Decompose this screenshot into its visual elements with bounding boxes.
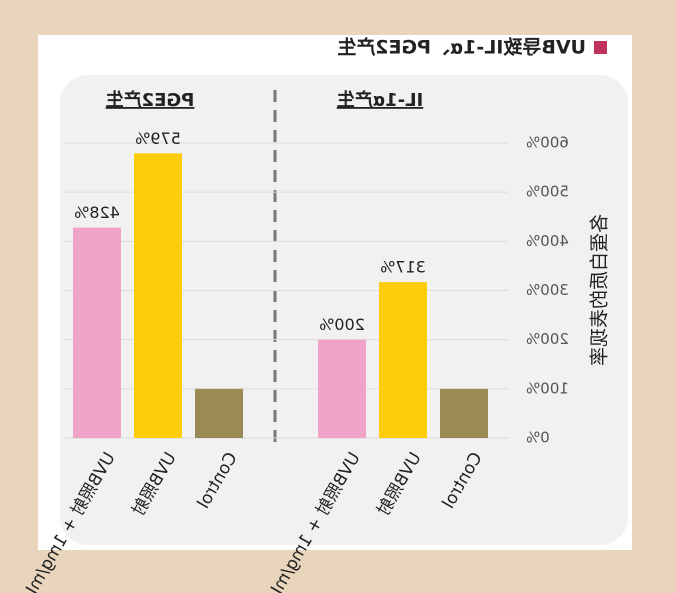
value-label: 579% — [135, 129, 181, 148]
bar — [379, 282, 427, 438]
y-tick-label: 600% — [526, 134, 569, 152]
y-tick-label: 0% — [526, 429, 550, 447]
bar — [195, 388, 243, 438]
chart-title: UVB导致IL-1α、PGE2产生 — [337, 36, 586, 59]
value-label: 317% — [380, 258, 426, 277]
legend-swatch — [594, 41, 607, 54]
value-label: 200% — [319, 315, 365, 334]
bar — [134, 153, 182, 438]
y-tick-label: 500% — [526, 183, 569, 201]
panel-title: IL-1α产生 — [337, 89, 424, 111]
y-tick-label: 300% — [526, 281, 569, 299]
y-tick-label: 400% — [526, 232, 569, 250]
bar — [73, 227, 121, 438]
y-tick-label: 200% — [526, 330, 569, 348]
y-tick-label: 100% — [526, 379, 569, 397]
bar — [318, 339, 366, 438]
bar — [440, 388, 488, 438]
panel-title: PGE2产生 — [106, 89, 195, 111]
y-axis-title: 各蛋白质的表现率 — [589, 214, 611, 366]
value-label: 428% — [74, 203, 120, 222]
